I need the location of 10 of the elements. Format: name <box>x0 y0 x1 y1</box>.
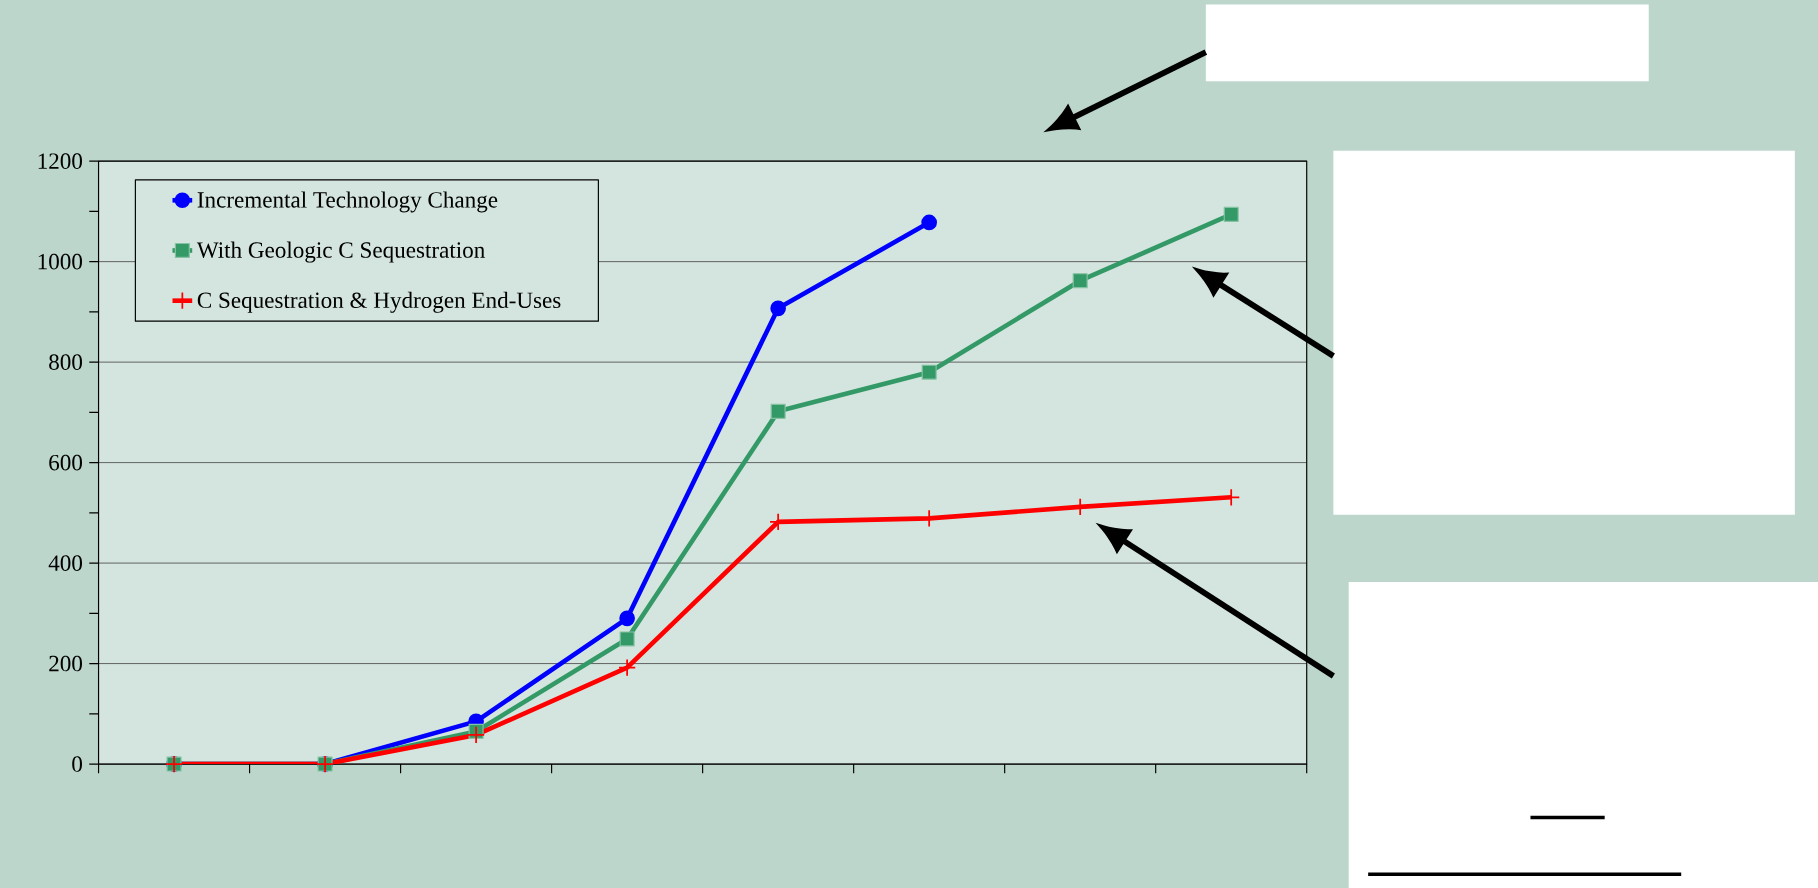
legend-label: With Geologic C Sequestration <box>196 241 485 263</box>
y-tick-label: 0 <box>72 756 82 772</box>
y-tick-label: 800 <box>49 354 82 370</box>
legend-label: C Sequestration & Hydrogen End-Uses <box>197 291 561 313</box>
y-tick-label: 400 <box>48 555 82 571</box>
legend-label: Incremental Technology Change <box>197 191 498 213</box>
y-tick-label: 600 <box>49 454 82 471</box>
y-tick-label: 1000 <box>38 253 82 270</box>
y-tick-label: 1200 <box>38 153 82 169</box>
y-tick-label: 200 <box>49 655 82 672</box>
